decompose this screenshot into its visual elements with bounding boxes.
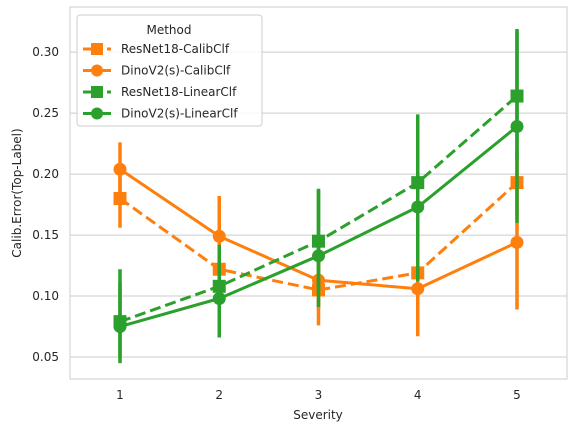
series-line (119, 181, 519, 292)
legend-item: DinoV2(s)-CalibClf (83, 64, 231, 78)
y-tick-label: 0.15 (32, 228, 59, 242)
legend-box (76, 14, 263, 127)
data-point (113, 191, 127, 205)
data-point (510, 235, 524, 249)
legend-marker (91, 64, 103, 77)
legend-item: ResNet18-LinearClf (83, 85, 237, 99)
legend: Method ResNet18-CalibClf DinoV2(s)-CalibC… (76, 14, 263, 127)
legend-label: ResNet18-LinearClf (121, 85, 237, 99)
y-tick-label: 0.30 (32, 45, 59, 59)
data-point (510, 120, 524, 134)
legend-label: ResNet18-CalibClf (121, 42, 230, 56)
data-point (411, 282, 425, 296)
data-point (212, 229, 226, 243)
data-point (312, 249, 325, 263)
x-tick-label: 3 (315, 388, 323, 402)
x-tick-label: 1 (116, 388, 124, 402)
legend-title: Method (146, 23, 191, 37)
y-tick-label: 0.05 (32, 350, 59, 364)
x-tick-label: 2 (215, 388, 223, 402)
legend-item: DinoV2(s)-LinearClf (83, 107, 238, 121)
data-point (212, 292, 226, 306)
x-tick-label: 4 (414, 388, 422, 402)
legend-label: DinoV2(s)-CalibClf (121, 64, 231, 78)
x-tick-label: 5 (513, 388, 521, 402)
y-axis-label: Calib.Error(Top-Label) (10, 128, 24, 257)
y-tick-label: 0.20 (32, 167, 59, 181)
x-axis-label: Severity (293, 408, 343, 422)
y-tick-labels: 0.05 0.10 0.15 0.20 0.25 0.30 (32, 45, 59, 364)
series-dinov2-s-linearclf (113, 31, 524, 364)
legend-label: DinoV2(s)-LinearClf (121, 107, 238, 121)
legend-item: ResNet18-CalibClf (83, 42, 230, 56)
data-point (113, 162, 127, 176)
series-group (113, 28, 524, 364)
y-tick-label: 0.25 (32, 106, 59, 120)
data-point (411, 200, 425, 214)
y-tick-label: 0.10 (32, 289, 59, 303)
legend-marker (91, 43, 103, 55)
legend-marker (91, 107, 103, 120)
x-tick-labels: 1 2 3 4 5 (116, 388, 521, 402)
data-point (113, 320, 127, 334)
legend-marker (91, 86, 103, 98)
